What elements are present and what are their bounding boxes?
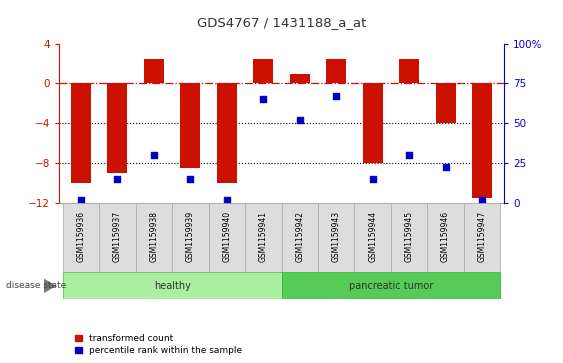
Bar xyxy=(144,58,164,83)
Text: GSM1159944: GSM1159944 xyxy=(368,211,377,262)
FancyBboxPatch shape xyxy=(355,203,391,272)
Text: GDS4767 / 1431188_a_at: GDS4767 / 1431188_a_at xyxy=(197,16,366,29)
Point xyxy=(332,93,341,99)
Bar xyxy=(472,83,492,198)
FancyBboxPatch shape xyxy=(99,203,136,272)
Text: pancreatic tumor: pancreatic tumor xyxy=(348,281,433,291)
Point xyxy=(113,176,122,182)
FancyBboxPatch shape xyxy=(136,203,172,272)
FancyBboxPatch shape xyxy=(282,203,318,272)
Text: GSM1159940: GSM1159940 xyxy=(222,211,231,262)
Point xyxy=(222,197,231,203)
FancyBboxPatch shape xyxy=(391,203,427,272)
FancyBboxPatch shape xyxy=(282,272,501,299)
Point xyxy=(295,117,304,123)
Text: disease state: disease state xyxy=(6,281,66,290)
Point xyxy=(259,97,268,102)
Text: healthy: healthy xyxy=(154,281,190,291)
Point xyxy=(77,197,86,203)
Bar xyxy=(399,58,419,83)
FancyBboxPatch shape xyxy=(318,203,355,272)
Bar xyxy=(436,83,455,123)
Bar xyxy=(363,83,383,163)
Text: GSM1159938: GSM1159938 xyxy=(149,211,158,262)
Text: GSM1159937: GSM1159937 xyxy=(113,211,122,262)
Point xyxy=(441,164,450,170)
FancyBboxPatch shape xyxy=(427,203,464,272)
Point xyxy=(149,152,158,158)
Text: GSM1159947: GSM1159947 xyxy=(477,211,486,262)
Text: GSM1159945: GSM1159945 xyxy=(405,211,414,262)
Text: GSM1159936: GSM1159936 xyxy=(77,211,86,262)
Bar xyxy=(290,73,310,83)
Bar xyxy=(180,83,200,168)
Bar xyxy=(253,58,273,83)
Point xyxy=(405,152,414,158)
Point xyxy=(477,197,486,203)
Text: GSM1159946: GSM1159946 xyxy=(441,211,450,262)
Bar xyxy=(217,83,237,183)
Point xyxy=(186,176,195,182)
Text: GSM1159943: GSM1159943 xyxy=(332,211,341,262)
Text: GSM1159941: GSM1159941 xyxy=(259,211,268,262)
FancyBboxPatch shape xyxy=(62,203,99,272)
Bar xyxy=(326,58,346,83)
FancyBboxPatch shape xyxy=(208,203,245,272)
Legend: transformed count, percentile rank within the sample: transformed count, percentile rank withi… xyxy=(75,334,243,355)
Polygon shape xyxy=(44,279,56,293)
Bar xyxy=(71,83,91,183)
FancyBboxPatch shape xyxy=(464,203,501,272)
Point xyxy=(368,176,377,182)
Text: GSM1159942: GSM1159942 xyxy=(295,211,304,262)
Text: GSM1159939: GSM1159939 xyxy=(186,211,195,262)
FancyBboxPatch shape xyxy=(172,203,208,272)
FancyBboxPatch shape xyxy=(62,272,282,299)
FancyBboxPatch shape xyxy=(245,203,282,272)
Bar xyxy=(108,83,127,174)
